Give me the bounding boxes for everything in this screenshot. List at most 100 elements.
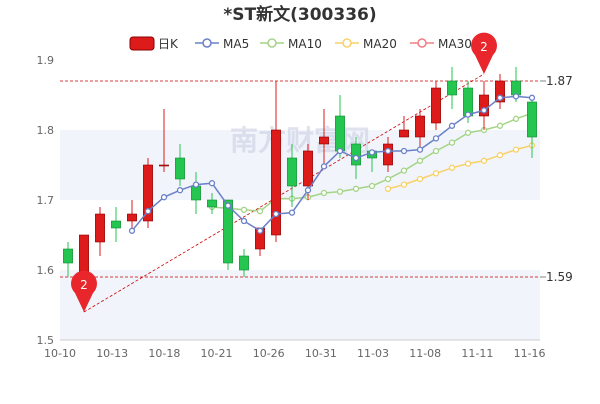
candle-body xyxy=(223,199,233,264)
legend-label[interactable]: MA10 xyxy=(288,37,322,51)
x-tick-label: 10-10 xyxy=(44,347,76,360)
ma20-point xyxy=(496,152,504,159)
ma10-point xyxy=(432,147,440,155)
plot-band xyxy=(60,270,540,340)
candle-body xyxy=(431,87,441,124)
candle-body xyxy=(95,213,105,243)
legend-label[interactable]: MA20 xyxy=(363,37,397,51)
ma20-point xyxy=(480,157,488,164)
ma5-point xyxy=(384,147,392,155)
candle-body xyxy=(175,157,185,180)
ma20-point xyxy=(512,146,520,153)
ma5-point xyxy=(256,227,264,234)
y-tick-label: 1.9 xyxy=(37,54,55,67)
ma5-point xyxy=(464,111,472,118)
ma5-point xyxy=(176,187,184,194)
x-tick-label: 10-13 xyxy=(96,347,128,360)
legend-swatch-dot[interactable] xyxy=(267,38,277,48)
ma5-point xyxy=(224,202,232,209)
ma5-point xyxy=(192,181,200,188)
ma10-point xyxy=(336,188,344,195)
candle-body xyxy=(479,94,489,117)
legend-swatch-candle[interactable] xyxy=(129,36,155,51)
candle-body xyxy=(271,129,281,236)
legend-label[interactable]: MA5 xyxy=(223,37,249,51)
ma5-point xyxy=(128,227,136,234)
candle-body xyxy=(383,143,393,166)
y-tick-label: 1.7 xyxy=(37,194,55,207)
candle-body xyxy=(511,80,521,96)
candle-body xyxy=(335,115,345,152)
reference-label: 1.59 xyxy=(546,270,573,284)
x-tick-label: 11-03 xyxy=(357,347,389,360)
y-tick-label: 1.8 xyxy=(37,124,55,137)
ma5-point xyxy=(304,187,312,194)
legend-label[interactable]: 日K xyxy=(158,37,179,51)
ma5-point xyxy=(416,146,424,153)
legend-swatch-dot[interactable] xyxy=(202,38,212,48)
marker-label: 2 xyxy=(480,40,488,54)
ma20-point xyxy=(400,181,408,188)
y-tick-label: 1.5 xyxy=(37,334,55,347)
candle-body xyxy=(159,164,169,167)
ma5-point xyxy=(336,147,344,155)
candle-body xyxy=(319,136,329,145)
ma5-point xyxy=(496,94,504,101)
candle-body xyxy=(527,101,537,138)
candle-body xyxy=(351,143,361,166)
ma5-point xyxy=(432,135,440,142)
candle-body xyxy=(63,248,73,264)
ma20-point xyxy=(384,185,392,192)
ma5-point xyxy=(208,180,216,187)
ma10-point xyxy=(464,129,472,136)
ma10-point xyxy=(256,208,264,215)
legend[interactable]: 日K MA5 MA10 MA20 MA30 xyxy=(129,36,472,51)
x-tick-label: 11-08 xyxy=(409,347,441,360)
candle-body xyxy=(447,80,457,96)
candle-body xyxy=(399,129,409,138)
candle-body xyxy=(143,164,153,222)
legend-swatch-dot[interactable] xyxy=(342,38,352,48)
ma5-point xyxy=(320,163,328,170)
ma10-point xyxy=(352,185,360,192)
ma5-point xyxy=(160,194,168,201)
candle-body xyxy=(495,80,505,103)
plot-area: 南方财富网 1.5 1.6 1.7 1.8 1.9 10-10 10-13 10-18 10-21… xyxy=(37,32,573,360)
ma10-point xyxy=(384,175,392,183)
ma10-point xyxy=(400,167,408,174)
legend-label[interactable]: MA30 xyxy=(438,37,472,51)
candle-body xyxy=(303,150,313,187)
ma20-line xyxy=(387,144,533,190)
marker-pin xyxy=(471,32,497,74)
ma10-point xyxy=(448,139,456,146)
ma20-point xyxy=(448,164,456,171)
ma5-point xyxy=(368,149,376,156)
watermark-text: 南方财富网 xyxy=(230,124,370,157)
chart-title: *ST新文(300336) xyxy=(223,4,376,25)
ma10-point xyxy=(368,182,376,190)
ma10-point xyxy=(512,115,520,122)
marker-label: 2 xyxy=(80,278,88,292)
candle-body xyxy=(239,255,249,271)
ma10-point xyxy=(496,122,504,129)
ma5-point xyxy=(272,210,280,218)
x-tick-label: 10-31 xyxy=(305,347,337,360)
ma5-point xyxy=(448,122,456,129)
legend-swatch-dot[interactable] xyxy=(417,38,427,48)
ma10-point xyxy=(416,157,424,164)
candle-body xyxy=(191,185,201,201)
ma5-point xyxy=(240,217,248,225)
ma5-point xyxy=(528,94,536,101)
trend-line xyxy=(83,73,485,313)
ma5-point xyxy=(352,154,360,162)
y-tick-label: 1.6 xyxy=(37,264,55,277)
ma10-point xyxy=(240,206,248,213)
reference-label: 1.87 xyxy=(546,74,573,88)
candle-body xyxy=(127,213,137,222)
ma10-point xyxy=(320,189,328,197)
ma20-point xyxy=(432,170,440,177)
candle-body xyxy=(207,199,217,208)
marker-pin xyxy=(71,270,97,312)
